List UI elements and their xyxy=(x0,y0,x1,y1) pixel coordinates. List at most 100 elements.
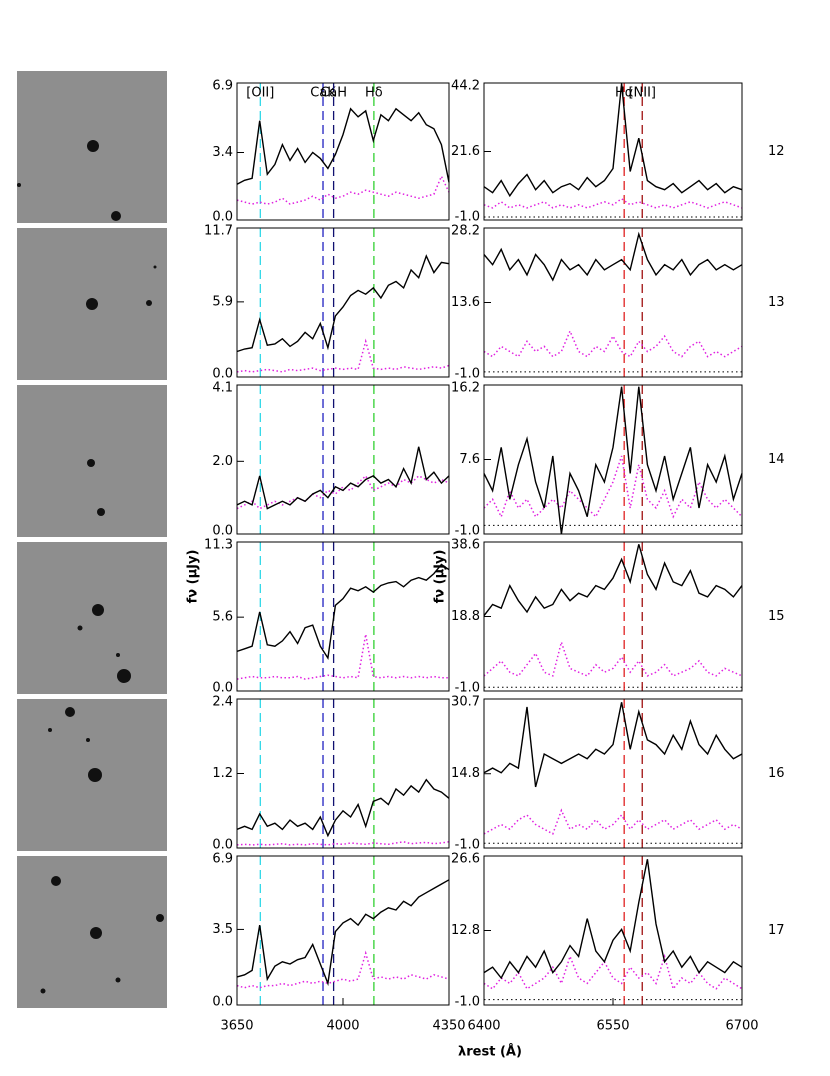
spectrum-panel: -1.0 18.8 38.6 15 fν (μJy) xyxy=(433,538,785,696)
object-id: 15 xyxy=(768,609,785,624)
panel-frame xyxy=(236,227,450,378)
thumbnail xyxy=(17,856,167,1008)
spectrum-panel: 0.0 3.5 6.9 3650 4000 4350 λrest (Å) xyxy=(212,852,522,1060)
feature-label: CaK xyxy=(310,86,336,101)
spectrum-line xyxy=(483,702,743,788)
panel-frame xyxy=(483,384,743,535)
y-tick-label: 18.8 xyxy=(451,609,480,624)
spectrum-panel: -1.0 13.6 28.2 13 xyxy=(451,224,785,382)
panel-frame xyxy=(483,855,743,1006)
y-tick-label: 0.0 xyxy=(212,524,233,539)
thumbnail xyxy=(17,228,167,380)
y-tick-label: -1.0 xyxy=(455,681,480,696)
thumbnail xyxy=(17,699,167,851)
y-tick-label: 21.6 xyxy=(451,144,480,159)
spectrum-line xyxy=(236,254,450,353)
y-tick-label: 5.6 xyxy=(212,610,233,625)
x-tick-label: 6550 xyxy=(596,1019,629,1034)
spectrum-line xyxy=(483,455,743,519)
spectrum-line xyxy=(236,879,450,987)
spectrum-panel: 0.0 2.0 4.1 xyxy=(212,381,450,539)
y-tick-label: -1.0 xyxy=(455,838,480,853)
y-tick-label: 11.7 xyxy=(204,224,233,239)
y-tick-label: 14.8 xyxy=(451,766,480,781)
spectrum-panel: 0.05.611.3fν (μJy) xyxy=(186,538,450,696)
object-id: 16 xyxy=(768,766,785,781)
spectrum-line xyxy=(236,634,449,680)
spectrum-line xyxy=(483,859,743,980)
spectrum-line xyxy=(236,950,450,989)
y-tick-label: 16.2 xyxy=(451,381,480,396)
spectrum-line xyxy=(483,197,743,209)
spectrum-line xyxy=(483,231,743,282)
spectrum-line xyxy=(236,563,450,660)
y-tick-label: -1.0 xyxy=(455,210,480,225)
spectrum-panel: 0.0 5.9 11.7 xyxy=(204,224,450,382)
feature-label: [NII] xyxy=(628,86,656,101)
x-tick-label: 6700 xyxy=(725,1019,758,1034)
spectrum-line xyxy=(236,841,450,846)
panel-frame xyxy=(236,82,450,221)
spectrum-line xyxy=(483,329,743,358)
panel-frame xyxy=(483,227,743,378)
thumbnail xyxy=(17,385,167,537)
y-tick-label: 6.9 xyxy=(212,79,233,94)
panel-frame xyxy=(483,541,743,692)
spectrum-line xyxy=(483,386,743,535)
spectrum-line xyxy=(483,639,743,677)
y-tick-label: 7.6 xyxy=(459,452,480,467)
thumbnails xyxy=(17,71,167,1008)
feature-label: CaH xyxy=(320,86,347,101)
spectrum-panel: 0.0 1.2 2.4 xyxy=(212,695,450,853)
y-tick-label: 0.0 xyxy=(212,838,233,853)
feature-label: Hδ xyxy=(365,86,383,101)
y-tick-label: 0.0 xyxy=(212,995,233,1010)
panel-frame xyxy=(236,855,450,1006)
spectrum-line xyxy=(236,338,450,373)
panel-frame xyxy=(236,698,450,849)
object-id: 13 xyxy=(768,295,785,310)
y-tick-label: 2.4 xyxy=(212,695,233,710)
y-tick-label: 0.0 xyxy=(212,210,233,225)
y-tick-label: 44.2 xyxy=(451,79,480,94)
panel-frame xyxy=(483,82,743,221)
object-id: 12 xyxy=(768,144,785,159)
y-axis-label: fν (μJy) xyxy=(433,550,448,604)
y-tick-label: -1.0 xyxy=(455,524,480,539)
y-tick-label: 12.8 xyxy=(451,923,480,938)
x-tick-label: 6400 xyxy=(467,1019,500,1034)
y-tick-label: 0.0 xyxy=(212,367,233,382)
y-tick-label: 6.9 xyxy=(212,852,233,867)
spectrum-line xyxy=(483,953,743,991)
y-tick-label: 13.6 xyxy=(451,295,480,310)
y-tick-label: 3.5 xyxy=(212,922,233,937)
panel-frame xyxy=(236,541,450,692)
object-id: 14 xyxy=(768,452,785,467)
y-tick-label: 5.9 xyxy=(212,294,233,309)
y-tick-label: 1.2 xyxy=(212,766,233,781)
panel-frame xyxy=(483,698,743,849)
spectrum-panel: -1.0 14.8 30.7 16 xyxy=(451,695,785,853)
x-tick-label: 4350 xyxy=(432,1019,465,1034)
y-tick-label: -1.0 xyxy=(455,995,480,1010)
y-tick-label: 38.6 xyxy=(451,538,480,553)
spectrum-panel: -1.021.644.2 Hα[NII]12 xyxy=(451,79,785,225)
y-axis-label: fν (μJy) xyxy=(186,550,201,604)
spectrum-line xyxy=(236,107,450,185)
object-id: 17 xyxy=(768,923,785,938)
y-tick-label: 26.6 xyxy=(451,852,480,867)
thumbnail xyxy=(17,542,167,694)
spectrum-line xyxy=(236,778,450,838)
x-axis-label: λrest (Å) xyxy=(458,1044,522,1060)
spectrum-panel: -1.0 7.6 16.2 14 xyxy=(451,381,785,539)
spectrum-line xyxy=(483,808,743,835)
thumbnail xyxy=(17,71,167,223)
spectrum-line xyxy=(483,83,743,198)
y-tick-label: 0.0 xyxy=(212,681,233,696)
y-tick-label: 28.2 xyxy=(451,224,480,239)
y-tick-label: 30.7 xyxy=(451,695,480,710)
spectrum-panel: -1.0 12.8 26.6 6400 6550 6700 17 xyxy=(451,852,785,1034)
y-tick-label: 11.3 xyxy=(204,538,233,553)
